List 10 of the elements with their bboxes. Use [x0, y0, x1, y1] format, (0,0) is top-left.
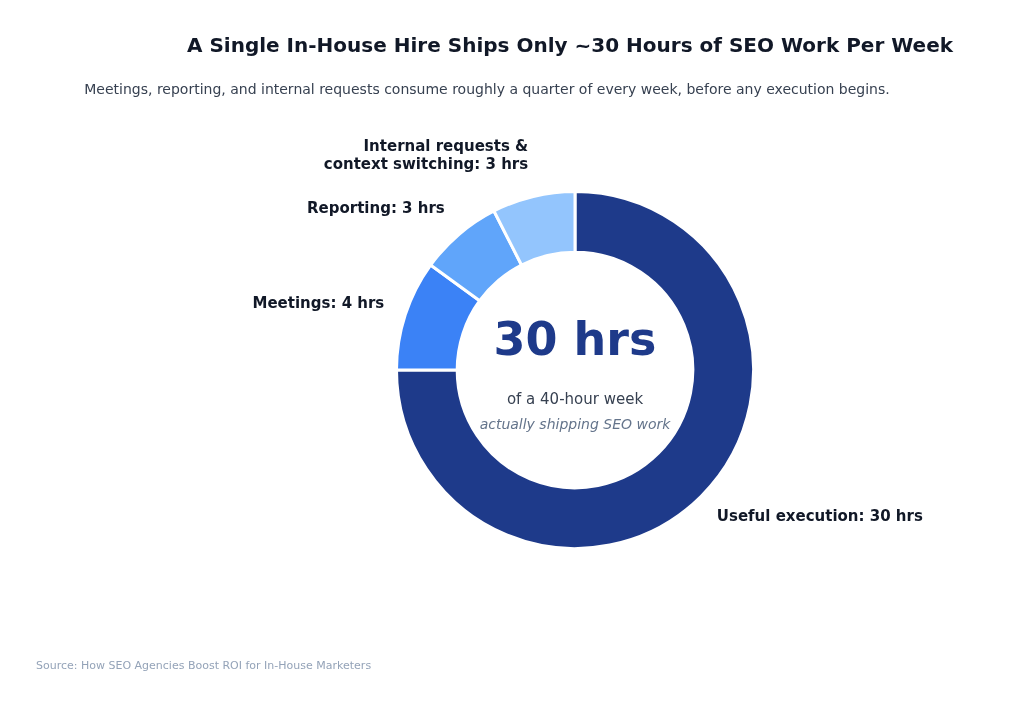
slice-label: Reporting: 3 hrs	[307, 199, 445, 218]
text: actually shipping SEO work	[478, 416, 672, 432]
slice-label: Internal requests & context switching: 3 hrs	[323, 136, 529, 173]
slice-label: Meetings: 4 hrs	[252, 293, 385, 312]
chart-title: A Single In-House Hire Ships Only ~30 Hours of SEO Work Per Week	[186, 33, 954, 57]
data-label: 30 hrs	[492, 312, 658, 366]
chart-subtitle: Meetings, reporting, and internal requests consume roughly a quarter of every week, before any execution begins.	[83, 81, 891, 97]
text: of a 40-hour week	[505, 390, 645, 408]
slice-label: Useful execution: 30 hrs	[716, 506, 923, 525]
source-note: Source: How SEO Agencies Boost ROI for In-House Marketers	[36, 659, 372, 672]
